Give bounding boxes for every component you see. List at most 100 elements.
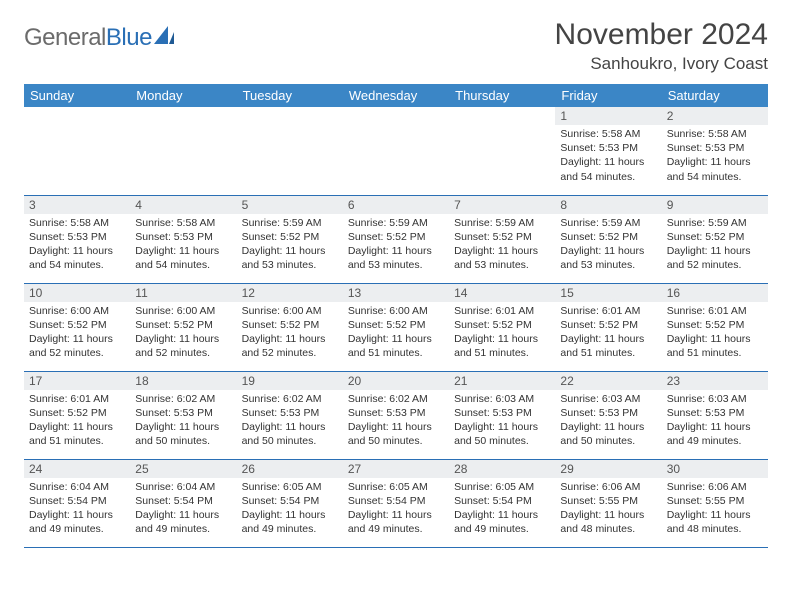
- day-details: Sunrise: 6:00 AMSunset: 5:52 PMDaylight:…: [343, 302, 449, 365]
- daylight-text: Daylight: 11 hours and 49 minutes.: [242, 508, 338, 536]
- day-number: 18: [130, 372, 236, 390]
- day-number: 19: [237, 372, 343, 390]
- day-details: Sunrise: 6:05 AMSunset: 5:54 PMDaylight:…: [343, 478, 449, 541]
- calendar-cell: 10Sunrise: 6:00 AMSunset: 5:52 PMDayligh…: [24, 283, 130, 371]
- day-header: Monday: [130, 84, 236, 107]
- sunrise-text: Sunrise: 6:05 AM: [242, 480, 338, 494]
- sunset-text: Sunset: 5:53 PM: [560, 141, 656, 155]
- day-details: Sunrise: 5:58 AMSunset: 5:53 PMDaylight:…: [662, 125, 768, 188]
- sunrise-text: Sunrise: 5:59 AM: [667, 216, 763, 230]
- sunrise-text: Sunrise: 6:01 AM: [29, 392, 125, 406]
- calendar-cell: 30Sunrise: 6:06 AMSunset: 5:55 PMDayligh…: [662, 459, 768, 547]
- calendar-cell: 16Sunrise: 6:01 AMSunset: 5:52 PMDayligh…: [662, 283, 768, 371]
- day-number: 24: [24, 460, 130, 478]
- calendar-cell: [449, 107, 555, 195]
- daylight-text: Daylight: 11 hours and 48 minutes.: [667, 508, 763, 536]
- day-header: Tuesday: [237, 84, 343, 107]
- calendar-week: 3Sunrise: 5:58 AMSunset: 5:53 PMDaylight…: [24, 195, 768, 283]
- sunset-text: Sunset: 5:52 PM: [667, 230, 763, 244]
- sunset-text: Sunset: 5:52 PM: [29, 318, 125, 332]
- calendar-cell: 2Sunrise: 5:58 AMSunset: 5:53 PMDaylight…: [662, 107, 768, 195]
- logo-text-blue: Blue: [106, 24, 152, 51]
- sunset-text: Sunset: 5:54 PM: [135, 494, 231, 508]
- day-details: Sunrise: 6:02 AMSunset: 5:53 PMDaylight:…: [130, 390, 236, 453]
- calendar-cell: 4Sunrise: 5:58 AMSunset: 5:53 PMDaylight…: [130, 195, 236, 283]
- calendar-cell: [343, 107, 449, 195]
- sunset-text: Sunset: 5:53 PM: [560, 406, 656, 420]
- sunrise-text: Sunrise: 5:59 AM: [242, 216, 338, 230]
- calendar-cell: [130, 107, 236, 195]
- calendar-cell: 27Sunrise: 6:05 AMSunset: 5:54 PMDayligh…: [343, 459, 449, 547]
- daylight-text: Daylight: 11 hours and 49 minutes.: [29, 508, 125, 536]
- calendar-cell: 26Sunrise: 6:05 AMSunset: 5:54 PMDayligh…: [237, 459, 343, 547]
- daylight-text: Daylight: 11 hours and 51 minutes.: [560, 332, 656, 360]
- day-details: Sunrise: 6:01 AMSunset: 5:52 PMDaylight:…: [662, 302, 768, 365]
- sunset-text: Sunset: 5:53 PM: [135, 406, 231, 420]
- day-details: Sunrise: 5:59 AMSunset: 5:52 PMDaylight:…: [237, 214, 343, 277]
- day-number: 27: [343, 460, 449, 478]
- sunrise-text: Sunrise: 6:00 AM: [242, 304, 338, 318]
- calendar-cell: 29Sunrise: 6:06 AMSunset: 5:55 PMDayligh…: [555, 459, 661, 547]
- daylight-text: Daylight: 11 hours and 49 minutes.: [667, 420, 763, 448]
- daylight-text: Daylight: 11 hours and 53 minutes.: [560, 244, 656, 272]
- sunrise-text: Sunrise: 5:58 AM: [135, 216, 231, 230]
- sunset-text: Sunset: 5:55 PM: [667, 494, 763, 508]
- sunset-text: Sunset: 5:52 PM: [454, 230, 550, 244]
- daylight-text: Daylight: 11 hours and 54 minutes.: [29, 244, 125, 272]
- title-block: November 2024 Sanhoukro, Ivory Coast: [555, 18, 768, 74]
- calendar-week: 24Sunrise: 6:04 AMSunset: 5:54 PMDayligh…: [24, 459, 768, 547]
- sunrise-text: Sunrise: 6:02 AM: [348, 392, 444, 406]
- day-number: 30: [662, 460, 768, 478]
- sunset-text: Sunset: 5:54 PM: [29, 494, 125, 508]
- day-details: Sunrise: 6:01 AMSunset: 5:52 PMDaylight:…: [555, 302, 661, 365]
- sunrise-text: Sunrise: 6:03 AM: [454, 392, 550, 406]
- sunset-text: Sunset: 5:52 PM: [242, 230, 338, 244]
- daylight-text: Daylight: 11 hours and 50 minutes.: [348, 420, 444, 448]
- daylight-text: Daylight: 11 hours and 49 minutes.: [348, 508, 444, 536]
- day-number: 22: [555, 372, 661, 390]
- day-number: 20: [343, 372, 449, 390]
- sunrise-text: Sunrise: 6:00 AM: [29, 304, 125, 318]
- sunrise-text: Sunrise: 6:00 AM: [135, 304, 231, 318]
- sunrise-text: Sunrise: 5:59 AM: [348, 216, 444, 230]
- calendar-cell: 1Sunrise: 5:58 AMSunset: 5:53 PMDaylight…: [555, 107, 661, 195]
- sunrise-text: Sunrise: 5:59 AM: [560, 216, 656, 230]
- sail-icon: [154, 26, 174, 44]
- sunset-text: Sunset: 5:53 PM: [667, 141, 763, 155]
- calendar-cell: [24, 107, 130, 195]
- sunset-text: Sunset: 5:53 PM: [348, 406, 444, 420]
- day-number: 17: [24, 372, 130, 390]
- calendar-head: SundayMondayTuesdayWednesdayThursdayFrid…: [24, 84, 768, 107]
- day-details: Sunrise: 6:03 AMSunset: 5:53 PMDaylight:…: [555, 390, 661, 453]
- day-details: Sunrise: 6:00 AMSunset: 5:52 PMDaylight:…: [130, 302, 236, 365]
- sunrise-text: Sunrise: 5:58 AM: [667, 127, 763, 141]
- sunrise-text: Sunrise: 6:05 AM: [348, 480, 444, 494]
- calendar-cell: 14Sunrise: 6:01 AMSunset: 5:52 PMDayligh…: [449, 283, 555, 371]
- calendar-body: 1Sunrise: 5:58 AMSunset: 5:53 PMDaylight…: [24, 107, 768, 547]
- daylight-text: Daylight: 11 hours and 52 minutes.: [29, 332, 125, 360]
- sunset-text: Sunset: 5:52 PM: [348, 230, 444, 244]
- daylight-text: Daylight: 11 hours and 49 minutes.: [454, 508, 550, 536]
- day-header: Saturday: [662, 84, 768, 107]
- day-details: Sunrise: 6:04 AMSunset: 5:54 PMDaylight:…: [130, 478, 236, 541]
- day-details: Sunrise: 6:02 AMSunset: 5:53 PMDaylight:…: [237, 390, 343, 453]
- daylight-text: Daylight: 11 hours and 53 minutes.: [348, 244, 444, 272]
- daylight-text: Daylight: 11 hours and 52 minutes.: [135, 332, 231, 360]
- calendar-cell: 11Sunrise: 6:00 AMSunset: 5:52 PMDayligh…: [130, 283, 236, 371]
- daylight-text: Daylight: 11 hours and 51 minutes.: [454, 332, 550, 360]
- day-header: Thursday: [449, 84, 555, 107]
- sunset-text: Sunset: 5:55 PM: [560, 494, 656, 508]
- daylight-text: Daylight: 11 hours and 50 minutes.: [454, 420, 550, 448]
- sunset-text: Sunset: 5:53 PM: [454, 406, 550, 420]
- day-number: 12: [237, 284, 343, 302]
- day-number: 3: [24, 196, 130, 214]
- sunrise-text: Sunrise: 5:58 AM: [560, 127, 656, 141]
- day-details: Sunrise: 6:01 AMSunset: 5:52 PMDaylight:…: [449, 302, 555, 365]
- daylight-text: Daylight: 11 hours and 51 minutes.: [29, 420, 125, 448]
- day-number: 4: [130, 196, 236, 214]
- day-details: Sunrise: 6:02 AMSunset: 5:53 PMDaylight:…: [343, 390, 449, 453]
- sunrise-text: Sunrise: 6:04 AM: [135, 480, 231, 494]
- sunset-text: Sunset: 5:52 PM: [560, 230, 656, 244]
- calendar-cell: 22Sunrise: 6:03 AMSunset: 5:53 PMDayligh…: [555, 371, 661, 459]
- sunrise-text: Sunrise: 6:02 AM: [242, 392, 338, 406]
